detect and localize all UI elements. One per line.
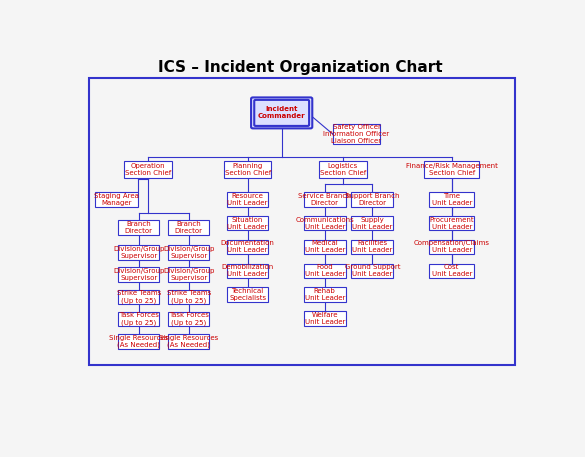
Text: Resource
Unit Leader: Resource Unit Leader — [228, 192, 268, 206]
FancyBboxPatch shape — [352, 192, 393, 207]
FancyBboxPatch shape — [168, 290, 209, 304]
FancyBboxPatch shape — [168, 220, 209, 234]
Text: Safety Officer
Information Officer
Liaison Officer: Safety Officer Information Officer Liais… — [324, 124, 390, 144]
FancyBboxPatch shape — [251, 97, 312, 128]
FancyBboxPatch shape — [118, 312, 159, 326]
Text: Planning
Section Chief: Planning Section Chief — [225, 163, 271, 175]
Text: Task Forces
(Up to 25): Task Forces (Up to 25) — [119, 312, 159, 326]
FancyBboxPatch shape — [224, 161, 271, 178]
FancyBboxPatch shape — [304, 287, 346, 302]
Text: Branch
Director: Branch Director — [175, 221, 203, 234]
Text: Communications
Unit Leader: Communications Unit Leader — [295, 217, 354, 229]
FancyBboxPatch shape — [254, 100, 309, 126]
Text: Division/Group
Supervisor: Division/Group Supervisor — [163, 268, 215, 281]
Text: Technical
Specialists: Technical Specialists — [229, 288, 266, 301]
Text: Rehab
Unit Leader: Rehab Unit Leader — [305, 288, 345, 301]
Text: Supply
Unit Leader: Supply Unit Leader — [352, 217, 393, 229]
Text: Incident
Commander: Incident Commander — [258, 106, 305, 119]
FancyBboxPatch shape — [227, 264, 268, 278]
FancyBboxPatch shape — [429, 239, 474, 255]
Text: Branch
Director: Branch Director — [125, 221, 153, 234]
FancyBboxPatch shape — [429, 264, 474, 278]
FancyBboxPatch shape — [168, 245, 209, 260]
FancyBboxPatch shape — [304, 239, 346, 255]
Text: Procurement
Unit Leader: Procurement Unit Leader — [429, 217, 474, 229]
Text: Division/Group
Supervisor: Division/Group Supervisor — [163, 246, 215, 259]
FancyBboxPatch shape — [227, 192, 268, 207]
FancyBboxPatch shape — [319, 161, 367, 178]
Text: Operation
Section Chief: Operation Section Chief — [125, 163, 171, 175]
FancyBboxPatch shape — [352, 239, 393, 255]
Text: Situation
Unit Leader: Situation Unit Leader — [228, 217, 268, 229]
FancyBboxPatch shape — [352, 216, 393, 230]
FancyBboxPatch shape — [118, 290, 159, 304]
FancyBboxPatch shape — [429, 216, 474, 230]
FancyBboxPatch shape — [124, 161, 172, 178]
FancyBboxPatch shape — [227, 287, 268, 302]
FancyBboxPatch shape — [333, 124, 380, 143]
FancyBboxPatch shape — [425, 161, 479, 178]
FancyBboxPatch shape — [227, 239, 268, 255]
Text: Division/Group
Supervisor: Division/Group Supervisor — [113, 246, 164, 259]
FancyBboxPatch shape — [304, 216, 346, 230]
Text: Division/Group
Supervisor: Division/Group Supervisor — [113, 268, 164, 281]
Text: Cost
Unit Leader: Cost Unit Leader — [432, 265, 472, 277]
Text: Support Branch
Director: Support Branch Director — [345, 192, 400, 206]
FancyBboxPatch shape — [304, 311, 346, 326]
Text: Single Resources
(As Needed): Single Resources (As Needed) — [159, 335, 218, 348]
FancyBboxPatch shape — [304, 264, 346, 278]
Text: Task Forces
(Up to 25): Task Forces (Up to 25) — [169, 312, 209, 326]
Text: Medical
Unit Leader: Medical Unit Leader — [305, 240, 345, 254]
FancyBboxPatch shape — [118, 267, 159, 282]
Text: Strike Teams
(Up to 25): Strike Teams (Up to 25) — [117, 290, 161, 304]
FancyBboxPatch shape — [168, 312, 209, 326]
Text: Single Resources
(As Needed): Single Resources (As Needed) — [109, 335, 168, 348]
FancyBboxPatch shape — [95, 192, 137, 207]
FancyBboxPatch shape — [168, 334, 209, 349]
Text: Documentation
Unit Leader: Documentation Unit Leader — [221, 240, 274, 254]
Text: Food
Unit Leader: Food Unit Leader — [305, 265, 345, 277]
Text: Logistics
Section Chief: Logistics Section Chief — [320, 163, 366, 175]
FancyBboxPatch shape — [168, 267, 209, 282]
Text: Compensation/Claims
Unit Leader: Compensation/Claims Unit Leader — [414, 240, 490, 254]
Text: Demobilization
Unit Leader: Demobilization Unit Leader — [222, 265, 274, 277]
Text: Welfare
Unit Leader: Welfare Unit Leader — [305, 312, 345, 325]
Text: Finance/Risk Management
Section Chief: Finance/Risk Management Section Chief — [406, 163, 498, 175]
Text: Time
Unit Leader: Time Unit Leader — [432, 192, 472, 206]
Text: Staging Area
Manager: Staging Area Manager — [94, 192, 139, 206]
FancyBboxPatch shape — [304, 192, 346, 207]
FancyBboxPatch shape — [429, 192, 474, 207]
FancyBboxPatch shape — [118, 245, 159, 260]
Text: Ground Support
Unit Leader: Ground Support Unit Leader — [345, 265, 400, 277]
FancyBboxPatch shape — [118, 220, 159, 234]
FancyBboxPatch shape — [227, 216, 268, 230]
Text: Service Branch
Director: Service Branch Director — [298, 192, 351, 206]
Text: Strike Teams
(Up to 25): Strike Teams (Up to 25) — [167, 290, 211, 304]
Text: ICS – Incident Organization Chart: ICS – Incident Organization Chart — [157, 60, 442, 74]
Text: Facilities
Unit Leader: Facilities Unit Leader — [352, 240, 393, 254]
FancyBboxPatch shape — [352, 264, 393, 278]
FancyBboxPatch shape — [118, 334, 159, 349]
